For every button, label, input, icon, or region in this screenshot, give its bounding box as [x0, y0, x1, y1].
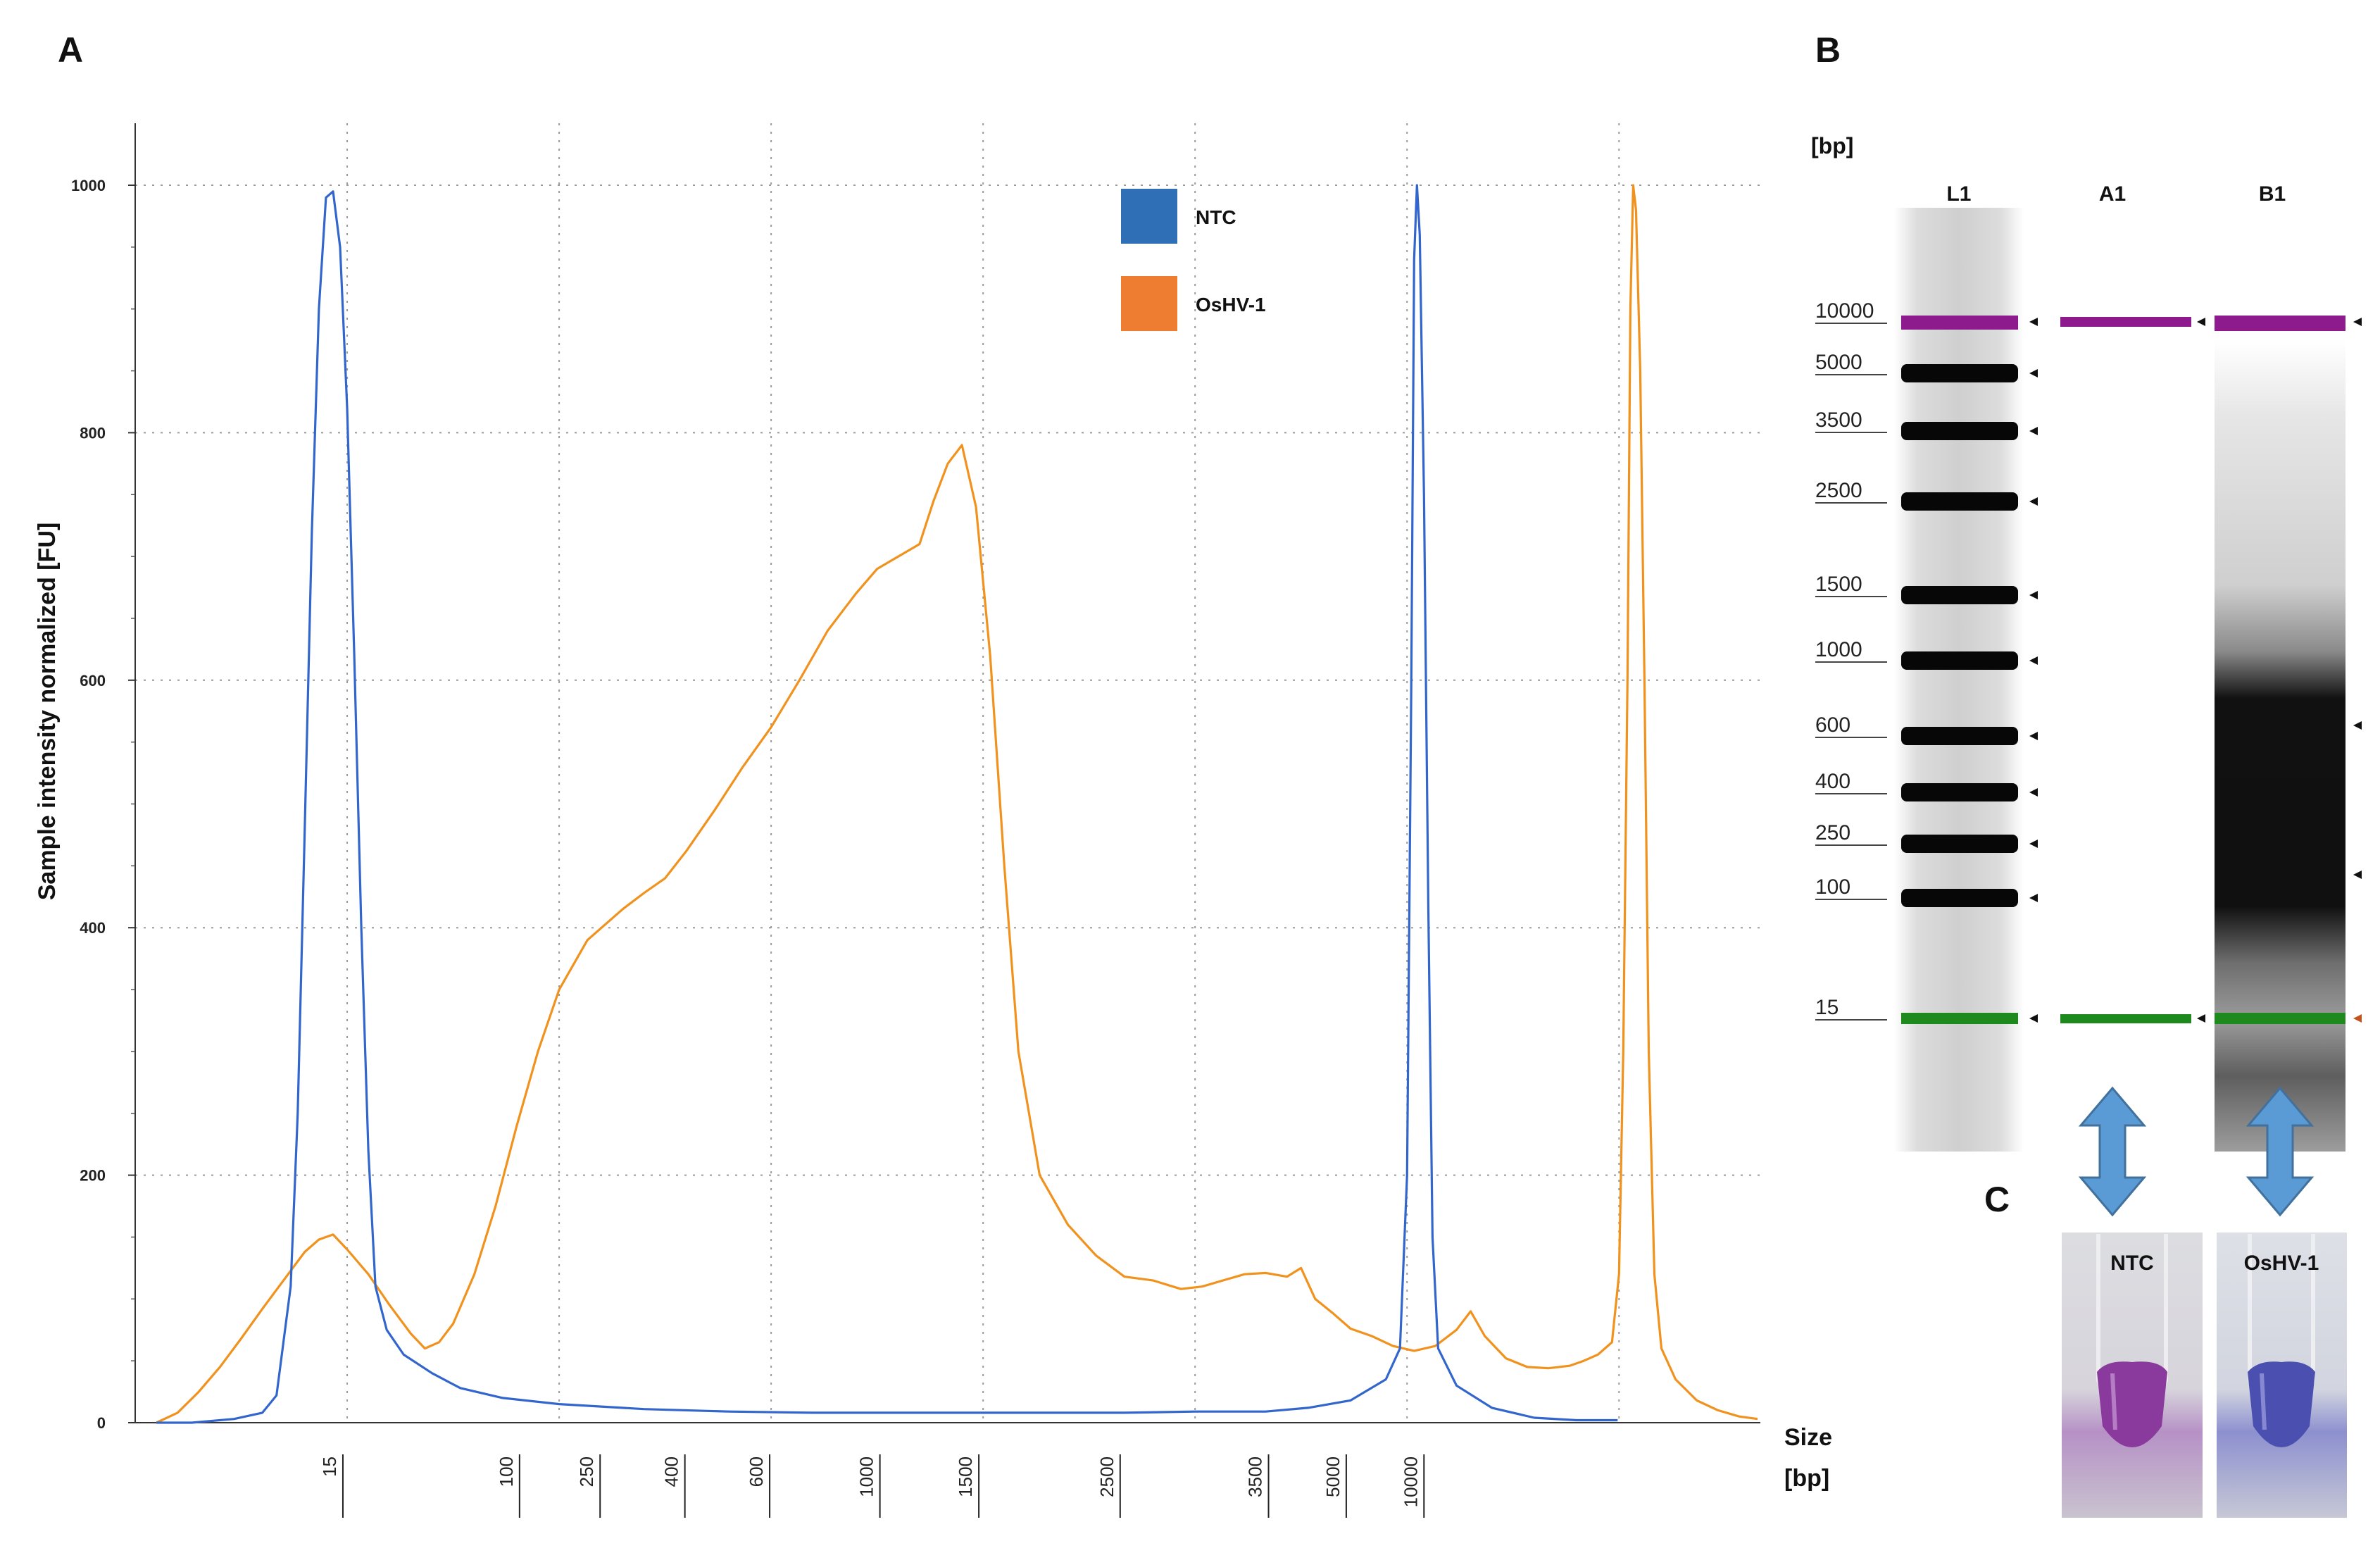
ladder-band-1500 — [1901, 586, 2018, 604]
lane-label-a1: A1 — [2099, 182, 2126, 206]
x-tick-label-1500: 1500 — [955, 1456, 976, 1497]
tube-label-oshv1: OsHV-1 — [2244, 1252, 2319, 1275]
ladder-band-100 — [1901, 889, 2018, 907]
y-axis-ticks: 0 200 400 600 800 1000 — [71, 177, 135, 1432]
ladder-bands — [1901, 364, 2018, 907]
l1-band-pointer — [2029, 656, 2038, 665]
l1-band-pointer — [2029, 840, 2038, 848]
gel-lane-l1 — [1894, 208, 2024, 1152]
x-tick-label-2500: 2500 — [1096, 1456, 1117, 1497]
legend-label-ntc: NTC — [1196, 206, 1236, 228]
y-tick-label-0: 0 — [97, 1414, 106, 1432]
ladder-label-15: 15 — [1815, 996, 1839, 1019]
ladder-labels: 10000 5000 3500 2500 1500 1000 600 400 250 100 15 — [1815, 299, 1887, 1021]
band-pointer — [2353, 1014, 2362, 1023]
band-pointer — [2353, 871, 2362, 879]
x-tick-label-600: 600 — [746, 1456, 767, 1487]
chart-series — [156, 184, 1758, 1424]
x-tick-label-400: 400 — [661, 1456, 682, 1487]
x-tick-label-250: 250 — [576, 1456, 597, 1487]
x-tick-label-1000: 1000 — [856, 1456, 877, 1497]
l1-upper-marker-band — [1901, 316, 2018, 330]
ladder-band-2500 — [1901, 492, 2018, 511]
chart-legend: NTC OsHV-1 — [1121, 189, 1266, 331]
l1-band-pointer — [2029, 427, 2038, 435]
ladder-band-3500 — [1901, 422, 2018, 440]
ladder-band-5000 — [1901, 364, 2018, 382]
y-tick-label-1000: 1000 — [71, 177, 106, 194]
arrow-b1-tube — [2246, 1086, 2315, 1217]
y-tick-label-400: 400 — [80, 919, 106, 937]
l1-band-pointer — [2029, 1014, 2038, 1023]
y-tick-label-600: 600 — [80, 672, 106, 690]
ladder-label-250: 250 — [1815, 821, 1850, 844]
lane-label-b1: B1 — [2259, 182, 2286, 206]
electropherogram-chart: 0 200 400 600 800 1000 15 100 250 400 600 1000 1500… — [34, 123, 1832, 1518]
x-axis-title-line2: [bp] — [1784, 1465, 1829, 1492]
l1-band-pointer — [2029, 591, 2038, 599]
gel-unit-label: [bp] — [1811, 133, 1853, 158]
series-line-ntc — [156, 184, 1618, 1424]
panel-letter-c: C — [1984, 1180, 2010, 1219]
tube-label-ntc: NTC — [2110, 1252, 2154, 1275]
x-tick-label-15: 15 — [319, 1456, 340, 1477]
legend-label-oshv1: OsHV-1 — [1196, 294, 1266, 316]
x-tick-label-5000: 5000 — [1322, 1456, 1344, 1497]
y-tick-label-200: 200 — [80, 1167, 106, 1185]
chart-gridlines — [135, 123, 1760, 1423]
lane-label-l1: L1 — [1946, 182, 1971, 206]
l1-band-pointer — [2029, 497, 2038, 506]
ladder-band-400 — [1901, 783, 2018, 801]
ladder-band-250 — [1901, 835, 2018, 853]
ladder-label-1500: 1500 — [1815, 573, 1862, 596]
l1-band-pointer — [2029, 732, 2038, 740]
gel-lane-b1 — [2215, 208, 2345, 1152]
l1-band-pointer — [2029, 894, 2038, 902]
arrow-a1-tube — [2078, 1086, 2147, 1217]
l1-band-pointer — [2029, 318, 2038, 326]
ladder-label-3500: 3500 — [1815, 408, 1862, 432]
band-pointer — [2353, 318, 2362, 326]
ladder-band-1000 — [1901, 651, 2018, 670]
b1-upper-marker-band — [2215, 316, 2345, 331]
x-tick-label-10000: 10000 — [1400, 1456, 1421, 1507]
a1-upper-marker-band — [2060, 317, 2191, 327]
ladder-label-10000: 10000 — [1815, 299, 1874, 323]
x-tick-label-100: 100 — [496, 1456, 517, 1487]
b1-lower-marker-band — [2215, 1013, 2345, 1024]
y-axis-title: Sample intensity normalized [FU] — [34, 523, 61, 901]
ladder-label-5000: 5000 — [1815, 351, 1862, 374]
tube-photo-oshv1: OsHV-1 — [2217, 1233, 2347, 1518]
band-pointers — [2029, 318, 2362, 1023]
ladder-label-1000: 1000 — [1815, 638, 1862, 661]
x-axis-ticks: 15 100 250 400 600 1000 1500 2500 3500 5000 10000 — [319, 1454, 1425, 1518]
ladder-band-600 — [1901, 727, 2018, 745]
ladder-label-400: 400 — [1815, 770, 1850, 793]
ladder-label-100: 100 — [1815, 875, 1850, 899]
y-tick-label-800: 800 — [80, 424, 106, 442]
x-axis-title-line1: Size — [1784, 1424, 1832, 1451]
tube-photo-ntc: NTC — [2062, 1233, 2203, 1518]
series-line-oshv1 — [156, 184, 1758, 1424]
band-pointer — [2353, 721, 2362, 730]
panel-letter-b: B — [1815, 30, 1841, 70]
gel-lane-a1 — [2060, 317, 2191, 1023]
l1-lower-marker-band — [1901, 1013, 2018, 1024]
ladder-label-2500: 2500 — [1815, 479, 1862, 502]
ladder-label-600: 600 — [1815, 713, 1850, 737]
panel-letter-a: A — [58, 30, 83, 70]
l1-band-pointer — [2029, 788, 2038, 797]
legend-swatch-oshv1 — [1121, 276, 1177, 331]
x-tick-label-3500: 3500 — [1245, 1456, 1266, 1497]
band-pointer — [2197, 1014, 2205, 1023]
band-pointer — [2197, 318, 2205, 326]
a1-lower-marker-band — [2060, 1014, 2191, 1023]
l1-band-pointer — [2029, 369, 2038, 378]
legend-swatch-ntc — [1121, 189, 1177, 244]
